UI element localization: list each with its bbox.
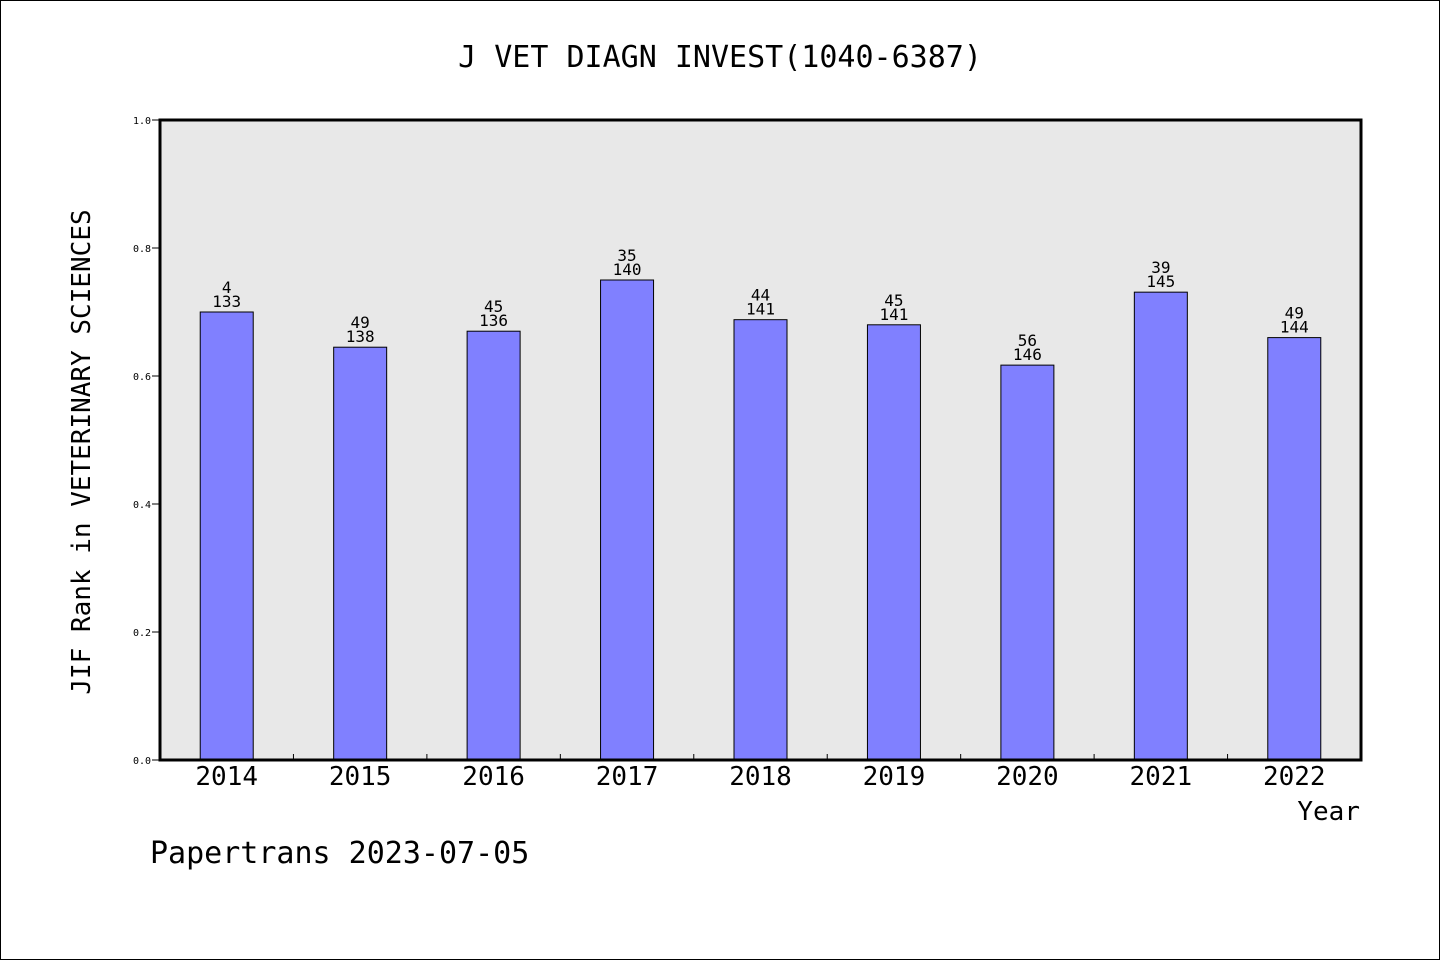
data-label-rank: 35 (617, 246, 636, 265)
y-axis: 0.0 0.2 0.4 0.6 0.8 1.0 (133, 116, 160, 767)
x-tick-label: 2020 (996, 762, 1059, 792)
data-label-total: 145 (1146, 272, 1175, 291)
data-label-total: 133 (212, 292, 241, 311)
y-tick-label: 0.6 (133, 372, 151, 383)
x-tick-label: 2019 (863, 762, 926, 792)
bar-2017 (600, 279, 655, 761)
y-axis-label: JIF Rank in VETERINARY SCIENCES (67, 209, 97, 694)
y-tick-label: 0.0 (133, 756, 151, 767)
data-label-total: 141 (746, 300, 775, 319)
x-tick-label: 2015 (329, 762, 392, 792)
bar-2014 (199, 311, 254, 761)
data-label-rank: 49 (351, 313, 370, 332)
data-label-total: 144 (1280, 318, 1309, 337)
data-label-rank: 49 (1285, 304, 1304, 323)
data-label-total: 146 (1013, 345, 1042, 364)
bar-2018 (733, 319, 788, 761)
y-tick-label: 1.0 (133, 116, 151, 127)
bar-2021 (1133, 291, 1188, 761)
data-label-rank: 4 (222, 278, 232, 297)
y-tick-label: 0.2 (133, 628, 151, 639)
footer-text: Papertrans 2023-07-05 (150, 836, 529, 871)
data-label-total: 138 (346, 327, 375, 346)
x-axis: 2014 2015 2016 2017 2018 2019 2020 2021 2022 (195, 754, 1326, 792)
x-tick-label: 2014 (195, 762, 258, 792)
bar-2020 (1000, 364, 1055, 761)
bar-2022 (1267, 337, 1322, 761)
bar-2019 (866, 324, 921, 761)
data-label-rank: 56 (1018, 331, 1037, 350)
data-label-rank: 39 (1151, 258, 1170, 277)
data-label-rank: 45 (884, 291, 903, 310)
plot-border (158, 118, 1363, 762)
data-label-total: 141 (879, 305, 908, 324)
x-tick-label: 2016 (462, 762, 525, 792)
x-tick-label: 2018 (729, 762, 792, 792)
y-tick-label: 0.8 (133, 244, 151, 255)
x-tick-label: 2022 (1263, 762, 1326, 792)
y-tick-label: 0.4 (133, 500, 151, 511)
bar-2015 (333, 346, 388, 761)
data-label-total: 136 (479, 311, 508, 330)
x-axis-label: Year (1297, 797, 1360, 827)
x-tick-label: 2021 (1130, 762, 1193, 792)
data-label-total: 140 (613, 260, 642, 279)
data-label-rank: 45 (484, 297, 503, 316)
data-label-rank: 44 (751, 286, 770, 305)
chart-title: J VET DIAGN INVEST(1040-6387) (458, 40, 982, 75)
x-tick-label: 2017 (596, 762, 659, 792)
bar-2016 (466, 330, 521, 761)
